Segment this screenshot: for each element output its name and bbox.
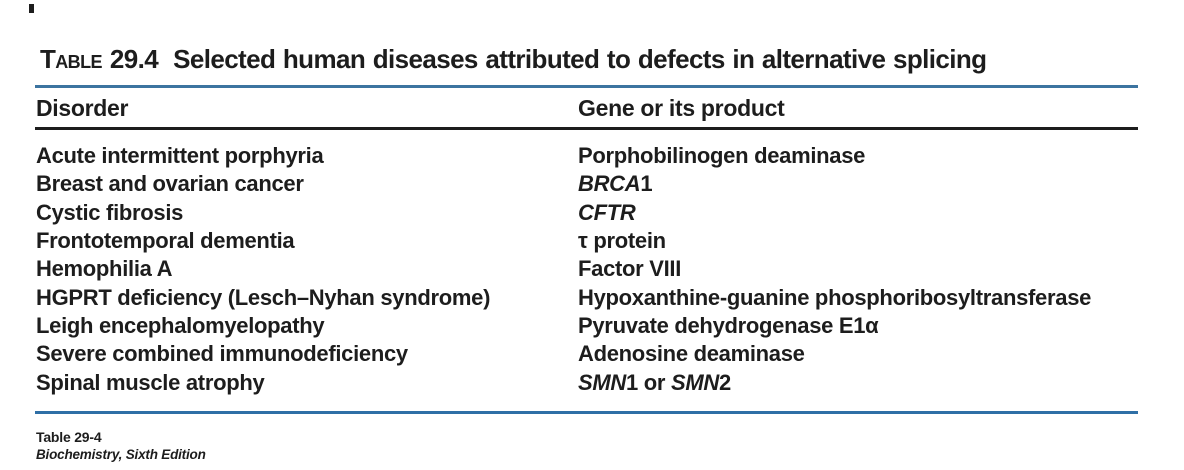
cell-disorder: Hemophilia A xyxy=(36,256,173,282)
cell-gene: SMN1 or SMN2 xyxy=(578,369,731,395)
column-header-gene: Gene or its product xyxy=(578,95,785,121)
cell-gene: Pyruvate dehydrogenase E1α xyxy=(578,313,879,339)
cell-gene: BRCA1 xyxy=(578,171,653,197)
table-reference: Table 29-4 xyxy=(36,429,102,445)
table-header-row: Disorder Gene or its product xyxy=(36,95,1138,121)
cell-gene: Factor VIII xyxy=(578,256,682,282)
table-row: Frontotemporal dementia τ protein xyxy=(36,227,1176,255)
table-title-word: Table xyxy=(40,44,102,74)
top-rule xyxy=(35,85,1138,88)
cell-disorder: Leigh encephalomyelopathy xyxy=(36,313,325,339)
table-rows: Acute intermittent porphyria Porphobilino… xyxy=(36,142,1176,397)
table-row: Spinal muscle atrophy SMN1 or SMN2 xyxy=(36,369,1176,397)
column-header-disorder: Disorder xyxy=(36,95,129,121)
table-title: Table 29.4 Selected human diseases attribu… xyxy=(40,44,1170,74)
cell-disorder: Spinal muscle atrophy xyxy=(36,369,265,395)
table-title-number: 29.4 xyxy=(109,44,159,74)
cell-disorder: Acute intermittent porphyria xyxy=(36,143,324,168)
cell-gene: CFTR xyxy=(578,199,636,225)
table-row: Cystic fibrosis CFTR xyxy=(36,199,1176,227)
cell-gene: Porphobilinogen deaminase xyxy=(578,143,866,168)
cell-disorder: Severe combined immunodeficiency xyxy=(36,341,408,367)
table-row: Leigh encephalomyelopathy Pyruvate dehydr… xyxy=(36,312,1176,340)
table-row: Acute intermittent porphyria Porphobilino… xyxy=(36,142,1176,170)
table-title-text: Selected human diseases attributed to de… xyxy=(173,44,987,74)
table-row: HGPRT deficiency (Lesch–Nyhan syndrome) H… xyxy=(36,284,1176,312)
cell-disorder: HGPRT deficiency (Lesch–Nyhan syndrome) xyxy=(36,284,491,310)
table-row: Severe combined immunodeficiency Adenosin… xyxy=(36,340,1176,368)
header-rule xyxy=(35,127,1138,130)
cell-gene: Hypoxanthine-guanine phosphoribosyltrans… xyxy=(578,284,1092,310)
cell-gene: Adenosine deaminase xyxy=(578,341,805,367)
cell-disorder: Breast and ovarian cancer xyxy=(36,171,304,197)
source-citation: Biochemistry, Sixth Edition xyxy=(36,447,206,462)
scan-artifact-mark xyxy=(29,4,34,13)
table-row: Breast and ovarian cancer BRCA1 xyxy=(36,170,1176,198)
table-row: Hemophilia A Factor VIII xyxy=(36,255,1176,283)
bottom-rule xyxy=(35,411,1138,415)
cell-gene: τ protein xyxy=(578,228,666,254)
cell-disorder: Cystic fibrosis xyxy=(36,199,184,225)
cell-disorder: Frontotemporal dementia xyxy=(36,228,295,254)
